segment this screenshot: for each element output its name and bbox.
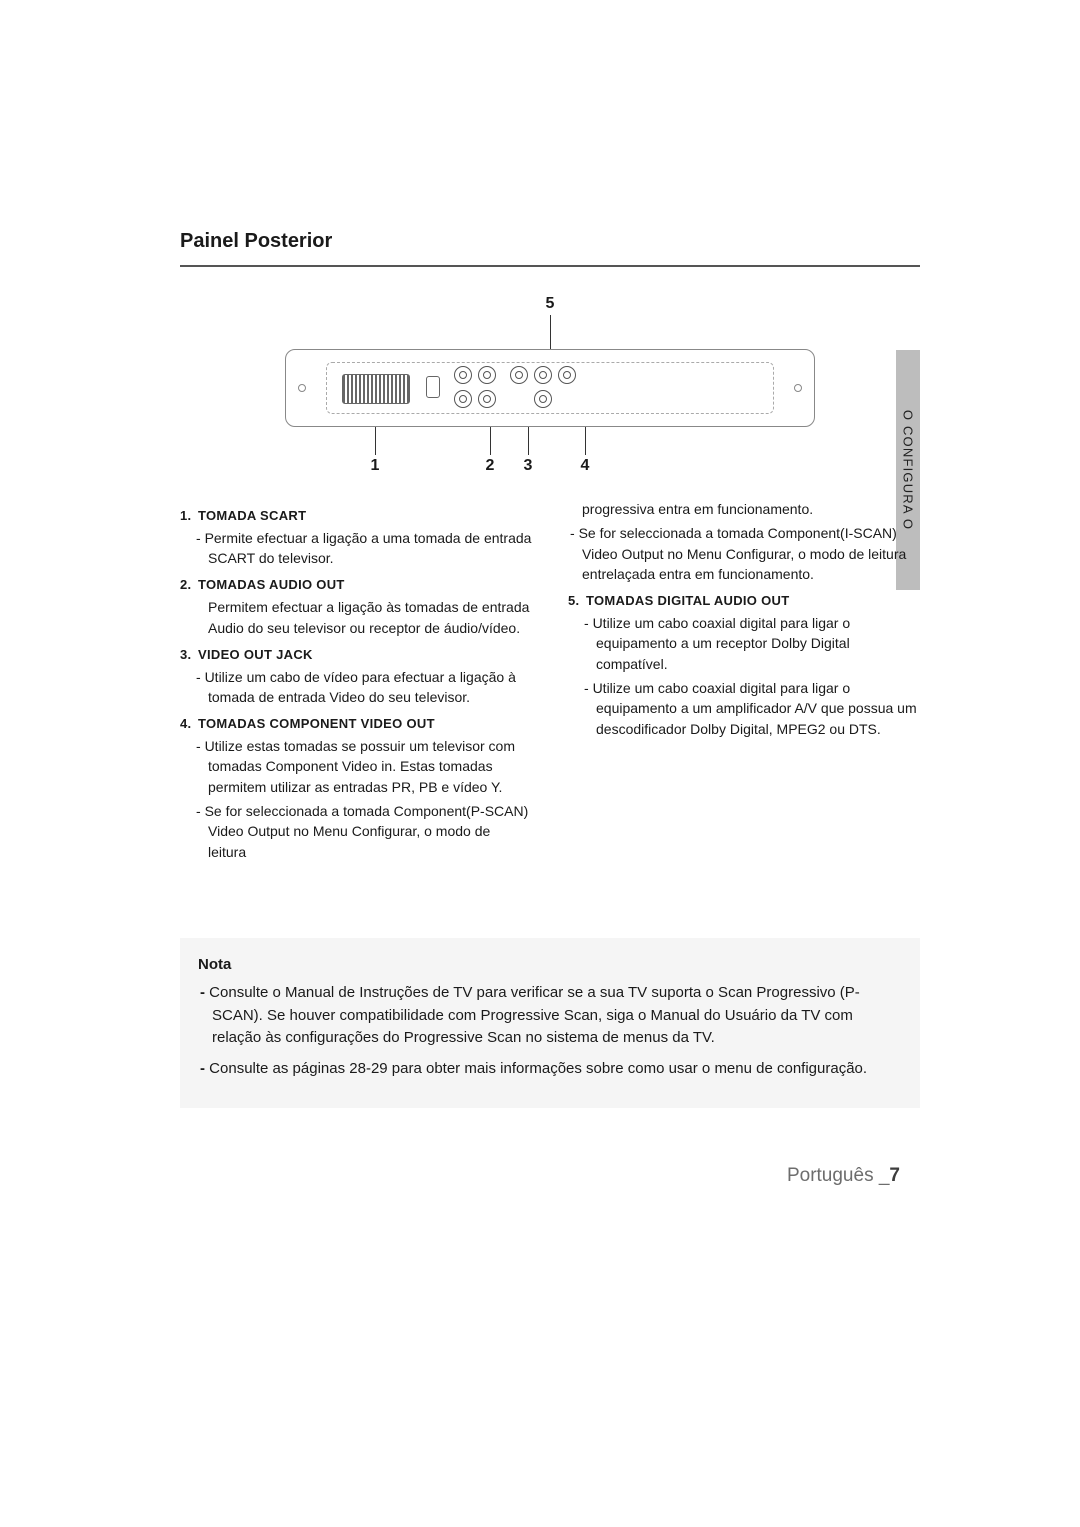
rca-jack-icon [478,390,496,408]
note-title: Nota [198,954,902,977]
note-block: Nota Consulte o Manual de Instruções de … [180,938,920,1109]
section-rule [180,265,920,267]
callout-num: 3 [524,457,533,475]
page-footer: Português _7 [787,1165,900,1187]
item-head: 5.TOMADAS DIGITAL AUDIO OUT [568,592,920,611]
screw-hole-icon [794,384,802,392]
item-sub: Utilize um cabo de vídeo para efectuar a… [180,667,532,708]
callout-num: 1 [371,457,380,475]
left-column: 1.TOMADA SCART Permite efectuar a ligaçã… [180,499,532,866]
rca-port-cluster [454,366,584,412]
item-sub: Se for seleccionada a tomada Component(P… [180,801,532,862]
rear-panel-diagram: 5 [285,295,815,475]
item-head: 1.TOMADA SCART [180,507,532,526]
descriptions-columns: 1.TOMADA SCART Permite efectuar a ligaçã… [180,499,920,866]
callout-num: 2 [486,457,495,475]
coax-port-icon [426,376,440,398]
item-sub: Utilize um cabo coaxial digital para lig… [568,613,920,674]
note-line: Consulte o Manual de Instruções de TV pa… [198,982,902,1050]
rca-jack-icon [534,366,552,384]
item-head: 4.TOMADAS COMPONENT VIDEO OUT [180,715,532,734]
rca-jack-icon [454,390,472,408]
callout-line [528,427,529,455]
rca-jack-icon [558,366,576,384]
rca-jack-icon [454,366,472,384]
note-line: Consulte as páginas 28-29 para obter mai… [198,1058,902,1081]
content-area: Painel Posterior 5 [180,230,920,1108]
footer-lang: Português _ [787,1165,889,1186]
item-head: 3.VIDEO OUT JACK [180,646,532,665]
callout-line [585,427,586,455]
continuation-line: progressiva entra em funcionamento. [568,499,920,519]
rca-jack-icon [478,366,496,384]
rca-jack-icon [534,390,552,408]
rca-jack-icon [510,366,528,384]
callout-5: 5 [546,295,555,313]
footer-page-number: 7 [889,1165,900,1186]
right-column: progressiva entra em funcionamento. Se f… [568,499,920,866]
continuation-line: Se for seleccionada a tomada Component(I… [568,523,920,584]
callout-num: 4 [581,457,590,475]
item-sub: Utilize estas tomadas se possuir um tele… [180,736,532,797]
callout-line [490,427,491,455]
callout-line [375,427,376,455]
item-plain: Permitem efectuar a ligação às tomadas d… [180,597,532,638]
item-head: 2.TOMADAS AUDIO OUT [180,576,532,595]
item-sub: Utilize um cabo coaxial digital para lig… [568,678,920,739]
rear-panel-outline [285,349,815,427]
item-sub: Permite efectuar a ligação a uma tomada … [180,528,532,569]
screw-hole-icon [298,384,306,392]
section-title: Painel Posterior [180,230,920,253]
scart-port-icon [342,374,410,404]
manual-page: O CONFIGURA O Painel Posterior 5 [0,0,1080,1527]
callout-5-line [550,315,551,349]
